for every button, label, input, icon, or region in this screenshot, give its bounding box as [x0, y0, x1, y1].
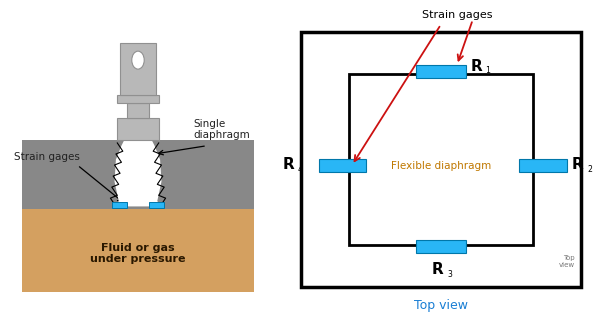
- Bar: [22, 204, 254, 292]
- Bar: [112, 202, 127, 208]
- Text: Strain gages: Strain gages: [14, 152, 80, 162]
- Polygon shape: [115, 124, 161, 206]
- Bar: [118, 95, 159, 103]
- Text: $_1$: $_1$: [485, 65, 491, 77]
- Bar: [120, 43, 156, 95]
- Bar: [349, 74, 533, 245]
- Text: $\mathbf{R}$: $\mathbf{R}$: [431, 261, 445, 277]
- Text: Top
view: Top view: [559, 255, 575, 268]
- Text: $_2$: $_2$: [587, 163, 593, 176]
- Text: $\mathbf{R}$: $\mathbf{R}$: [571, 156, 585, 172]
- Bar: [416, 240, 466, 253]
- Bar: [118, 118, 159, 140]
- Text: $\mathbf{R}$: $\mathbf{R}$: [282, 156, 295, 172]
- Text: $_4$: $_4$: [297, 163, 304, 176]
- Bar: [519, 159, 566, 172]
- Bar: [149, 202, 164, 208]
- Bar: [301, 32, 581, 287]
- Text: Top view: Top view: [414, 299, 468, 312]
- Bar: [22, 140, 254, 209]
- Bar: [127, 103, 149, 118]
- Text: Single
diaphragm: Single diaphragm: [193, 119, 250, 140]
- Bar: [416, 65, 466, 78]
- Bar: [319, 159, 366, 172]
- Ellipse shape: [132, 51, 144, 69]
- Text: Fluid or gas
under pressure: Fluid or gas under pressure: [90, 242, 186, 264]
- Text: $_3$: $_3$: [447, 268, 453, 281]
- Text: $\mathbf{R}$: $\mathbf{R}$: [470, 58, 483, 74]
- Text: Flexible diaphragm: Flexible diaphragm: [391, 161, 491, 171]
- Text: Strain gages: Strain gages: [422, 10, 492, 20]
